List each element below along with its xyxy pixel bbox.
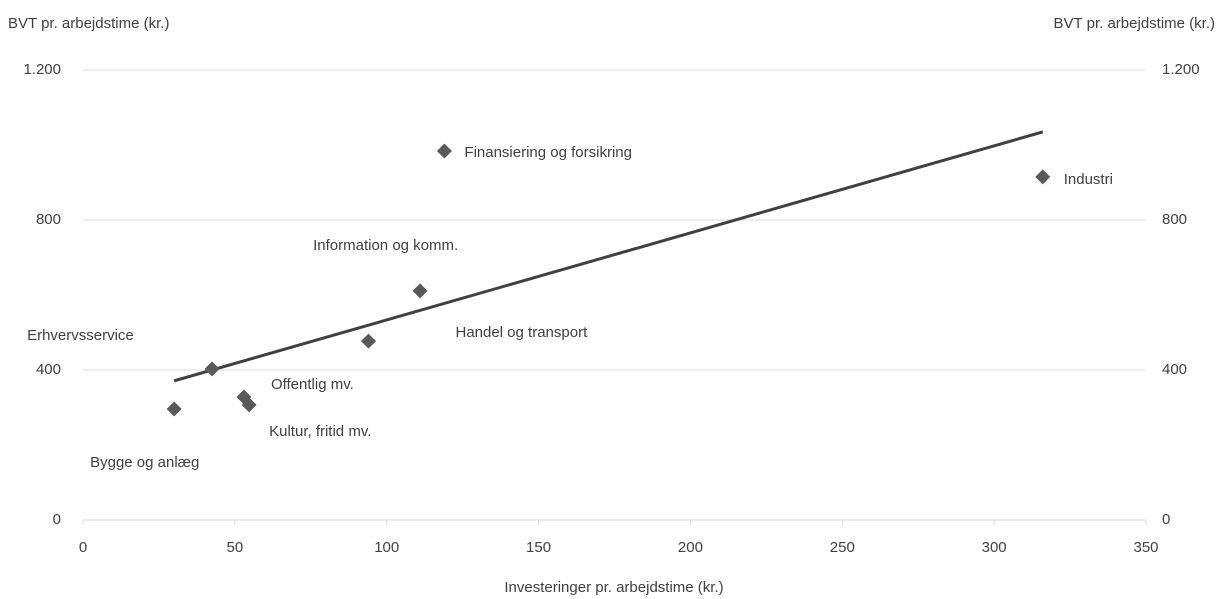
point xyxy=(166,401,182,417)
x-tick-label: 50 xyxy=(227,539,244,556)
point-label: Kultur, fritid mv. xyxy=(269,423,371,440)
point xyxy=(1035,169,1051,185)
y2-tick-label: 0 xyxy=(1162,511,1170,528)
point-label: Industri xyxy=(1064,171,1113,188)
y2-tick-label: 800 xyxy=(1162,211,1187,228)
x-tick-label: 300 xyxy=(982,539,1007,556)
y2-tick-label: 1.200 xyxy=(1162,61,1200,78)
x-tick-label: 350 xyxy=(1133,539,1158,556)
y-tick-label: 800 xyxy=(36,211,61,228)
point-label: Finansiering og forsikring xyxy=(464,144,632,161)
y-tick-label: 0 xyxy=(53,511,61,528)
trendline xyxy=(173,130,1044,383)
point xyxy=(436,143,452,159)
point-label: Information og komm. xyxy=(313,237,458,254)
x-tick-label: 0 xyxy=(79,539,87,556)
y-tick-label: 400 xyxy=(36,361,61,378)
point-label: Erhvervsservice xyxy=(27,327,134,344)
x-axis-title: Investeringer pr. arbejdstime (kr.) xyxy=(504,579,723,596)
point xyxy=(204,361,220,377)
point-label: Handel og transport xyxy=(455,324,588,341)
y-tick-label: 1.200 xyxy=(23,61,61,78)
x-tick-label: 250 xyxy=(830,539,855,556)
y2-axis-title: BVT pr. arbejdstime (kr.) xyxy=(1054,15,1215,32)
x-tick-label: 100 xyxy=(374,539,399,556)
x-tick-label: 200 xyxy=(678,539,703,556)
point xyxy=(360,333,376,349)
point xyxy=(412,283,428,299)
point xyxy=(241,397,257,413)
x-tick-label: 150 xyxy=(526,539,551,556)
y-axis-title: BVT pr. arbejdstime (kr.) xyxy=(8,15,169,32)
y2-tick-label: 400 xyxy=(1162,361,1187,378)
point-label: Bygge og anlæg xyxy=(90,454,199,471)
point-label: Offentlig mv. xyxy=(271,376,354,393)
